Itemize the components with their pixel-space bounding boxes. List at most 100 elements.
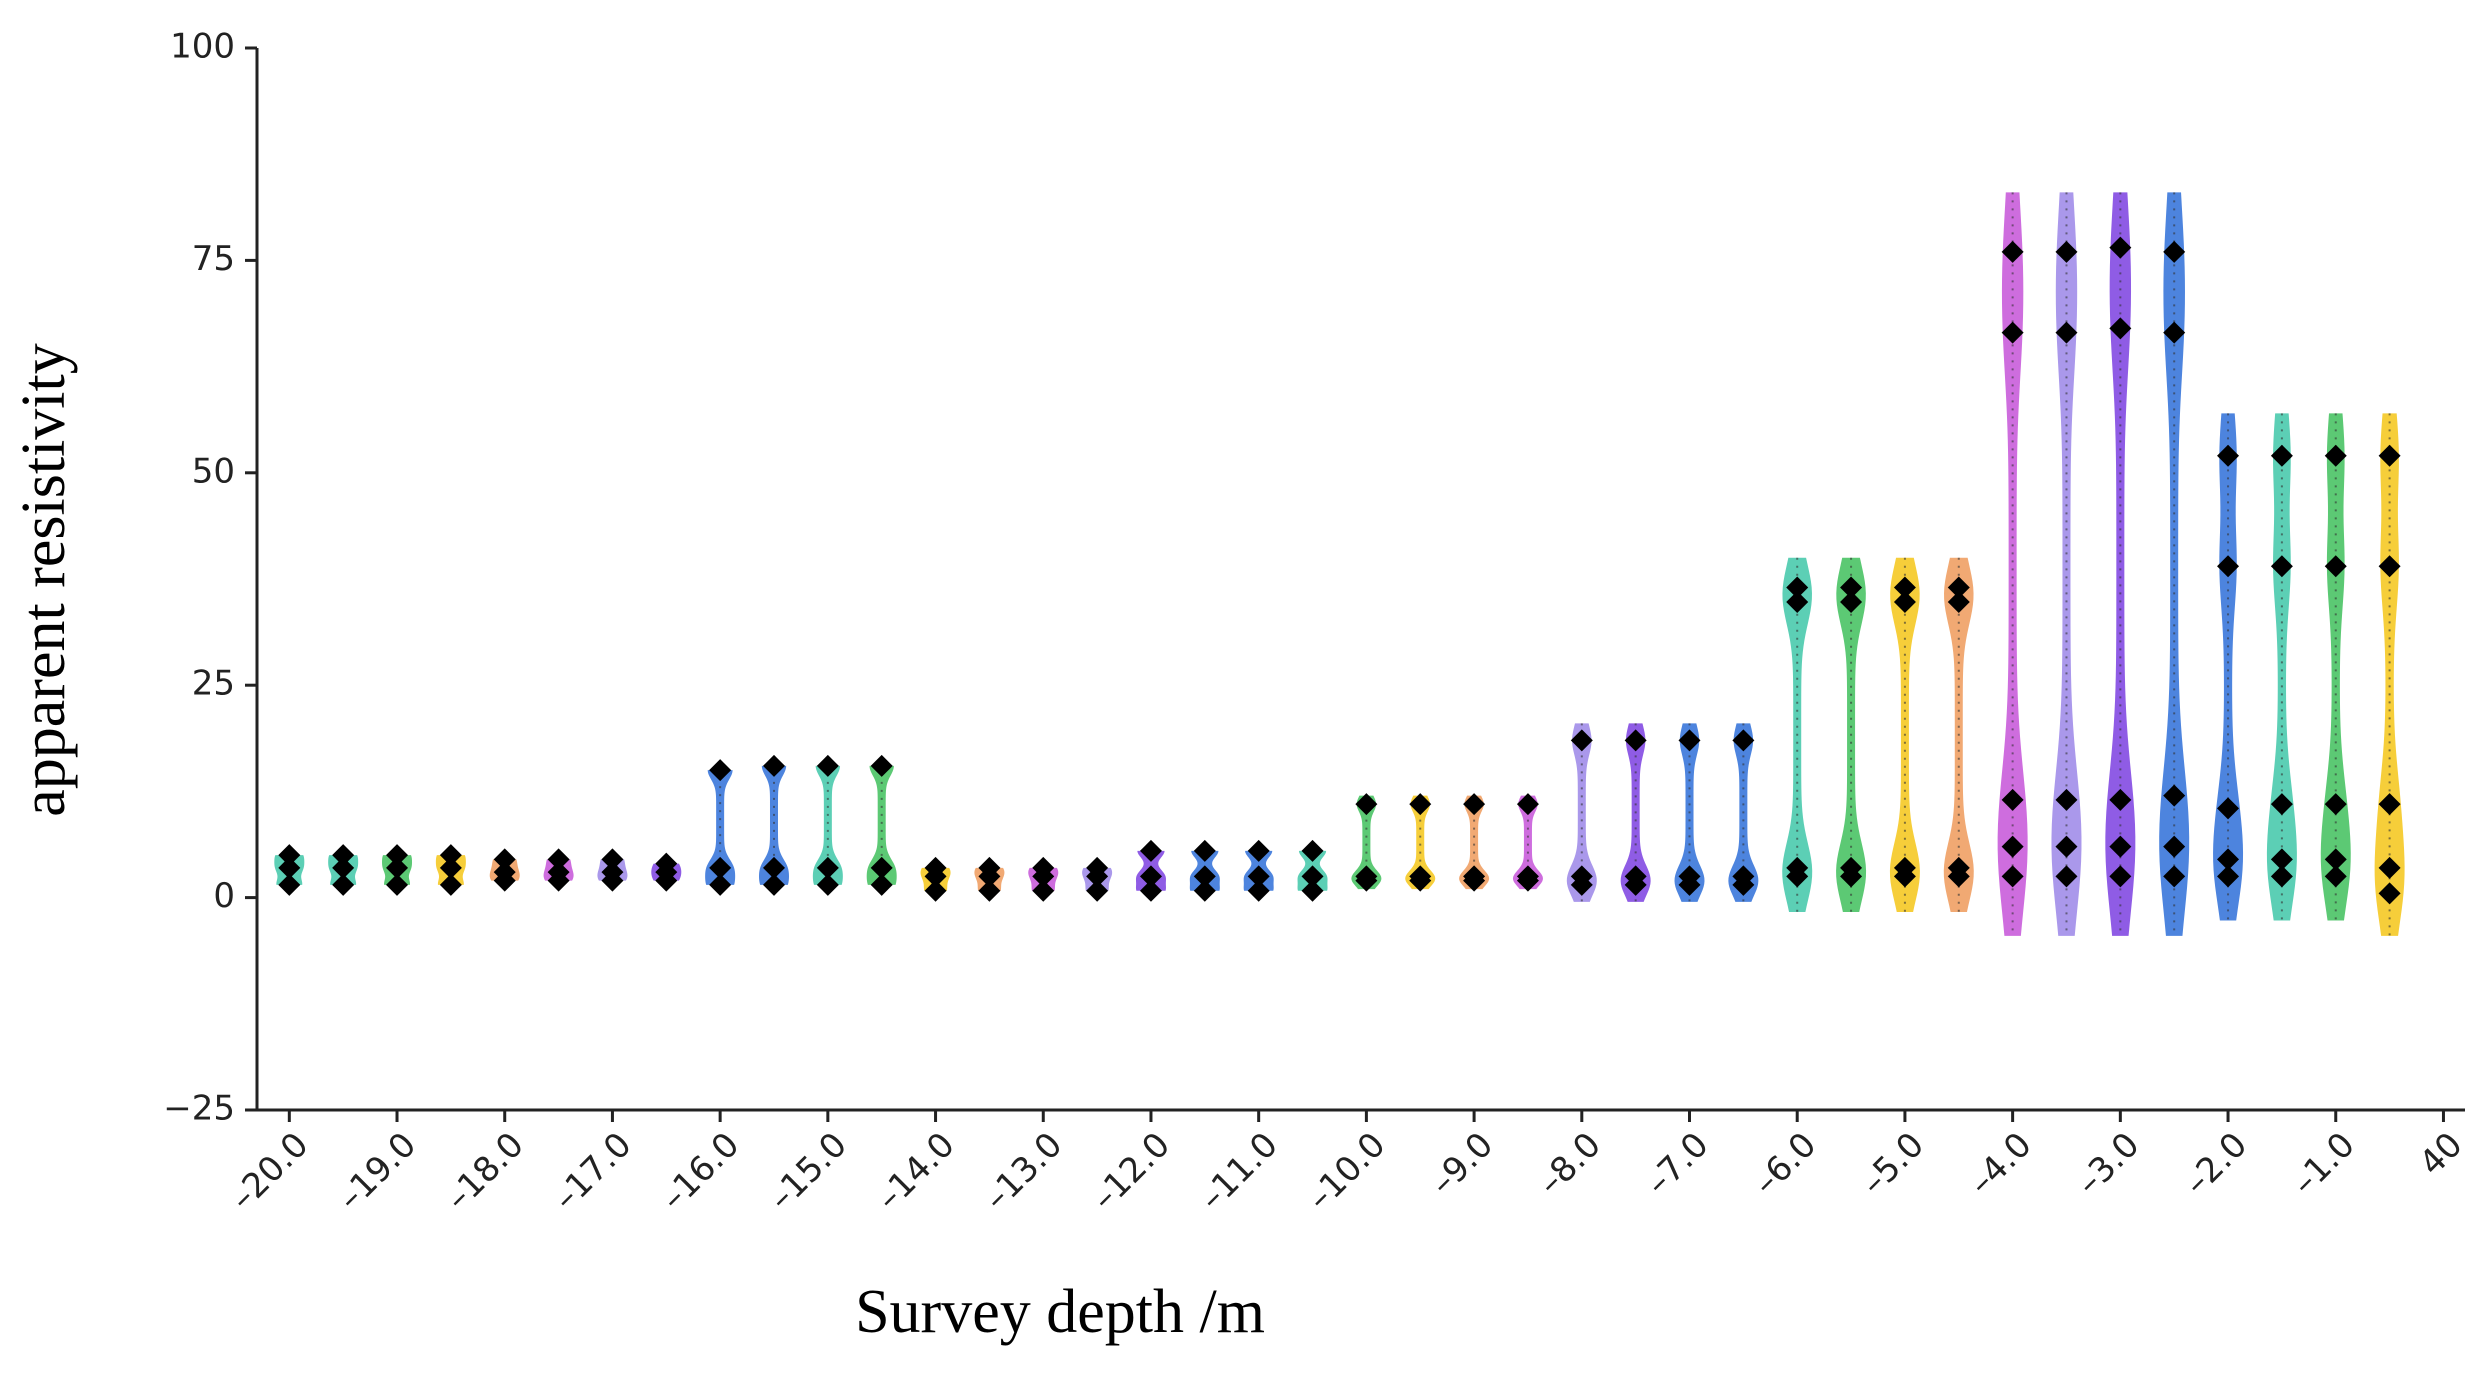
y-tick-label: 100 [170,27,235,67]
point [2324,555,2347,578]
point [386,844,409,867]
point [2001,321,2024,344]
y-tick-label: 0 [213,876,235,916]
point [1139,865,1162,888]
violin [1405,795,1436,890]
point [2378,882,2401,905]
point [1947,576,1970,599]
y-axis-title: apparent resistivity [10,343,78,816]
point [493,848,516,871]
point [1032,865,1055,888]
point [1678,729,1701,752]
violin [2105,192,2136,936]
violin [2320,413,2351,921]
point [2001,788,2024,811]
violin [1351,795,1382,890]
point [870,856,893,879]
point [2270,793,2293,816]
point [1624,729,1647,752]
point [2270,848,2293,871]
x-axis-title: Survey depth /m [855,1278,1265,1346]
x-tick-label: –13.0 [977,1125,1071,1219]
x-tick-label: –17.0 [546,1125,640,1219]
x-tick-label: –2.0 [2177,1125,2256,1204]
point [278,856,301,879]
point [1786,865,1809,888]
y-tick-label: 75 [192,239,235,279]
point [1516,869,1539,892]
x-tick-label: –11.0 [1192,1125,1286,1219]
point [1893,865,1916,888]
x-tick-label: –8.0 [1530,1125,1609,1204]
point [2055,321,2078,344]
point [1893,576,1916,599]
x-tick-label: –20.0 [223,1125,317,1219]
x-tick-label: –14.0 [869,1125,963,1219]
point [2324,793,2347,816]
point [332,856,355,879]
point [2055,240,2078,263]
point [1193,839,1216,862]
point [1732,729,1755,752]
point [709,856,732,879]
point [1947,865,1970,888]
x-tick-label: –19.0 [330,1125,424,1219]
point [2324,865,2347,888]
point [2163,321,2186,344]
point [1247,865,1270,888]
point [332,844,355,867]
point [1409,793,1432,816]
x-tick-label: –7.0 [1638,1125,1717,1204]
point [1570,729,1593,752]
point [1301,879,1324,902]
point [1624,873,1647,896]
point [2217,444,2240,467]
violin [1459,795,1490,890]
x-tick-label: –16.0 [653,1125,747,1219]
point [2109,236,2132,259]
violin [812,765,843,885]
x-tick-label: –10.0 [1300,1125,1394,1219]
point [2378,555,2401,578]
point [2378,793,2401,816]
point [816,754,839,777]
point [439,873,462,896]
point [2324,848,2347,871]
point [386,873,409,896]
point [1139,879,1162,902]
point [978,865,1001,888]
point [2109,865,2132,888]
point [278,844,301,867]
point [1247,879,1270,902]
point [2055,865,2078,888]
point [601,869,624,892]
violin [2266,413,2297,921]
point [816,856,839,879]
point [1732,873,1755,896]
point [2163,240,2186,263]
point [1409,869,1432,892]
point [1786,590,1809,613]
y-tick-label: −25 [163,1089,235,1129]
point [655,869,678,892]
point [2378,444,2401,467]
point [924,865,947,888]
point [439,856,462,879]
point [1570,873,1593,896]
point [762,856,785,879]
point [2109,788,2132,811]
point [978,879,1001,902]
x-tick-label: 40 [2412,1125,2471,1184]
point [1301,865,1324,888]
y-tick-label: 50 [192,451,235,491]
point [2001,835,2024,858]
x-tick-label: –4.0 [1961,1125,2040,1204]
point [870,873,893,896]
point [2055,788,2078,811]
point [1463,793,1486,816]
point [870,754,893,777]
point [1463,869,1486,892]
point [1355,793,1378,816]
point [1840,576,1863,599]
violin [1512,795,1543,890]
